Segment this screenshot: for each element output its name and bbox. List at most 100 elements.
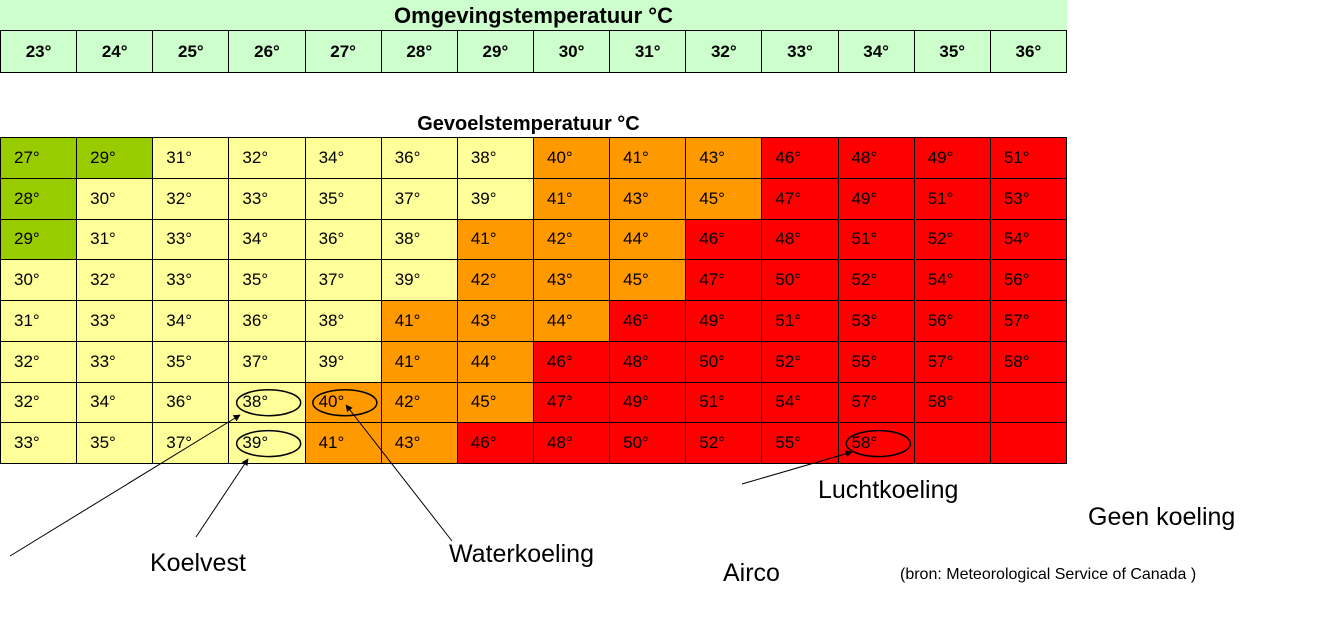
heatmap-cell: 41°	[380, 300, 458, 342]
heatmap-cell: 51°	[761, 300, 839, 342]
source-note: (bron: Meteorological Service of Canada …	[900, 566, 1197, 583]
heatmap-cell: 41°	[456, 218, 534, 261]
heatmap-cell: 36°	[152, 381, 230, 424]
heatmap-cell: 51°	[913, 177, 991, 220]
ambient-temp-cell: 30°	[532, 30, 611, 73]
ambient-temp-cell: 33°	[761, 30, 839, 73]
heatmap-cell: 48°	[609, 340, 687, 383]
heatmap-cell: 57°	[989, 300, 1068, 342]
heatmap-cell: 45°	[456, 381, 534, 424]
heatmap-cell: 46°	[685, 218, 763, 261]
heatmap-cell: 31°	[152, 137, 230, 179]
heatmap-cell: 49°	[837, 177, 915, 220]
heatmap-cell: 48°	[761, 218, 839, 261]
ambient-temp-cell: 25°	[152, 30, 230, 73]
heatmap-cell: 43°	[685, 137, 763, 179]
heatmap-cell: 57°	[913, 340, 991, 383]
heatmap-row: 32° 34° 36° 38° 40° 42° 45° 47° 49° 51° 54° 57° 58°	[0, 381, 1068, 424]
heatmap-cell: 53°	[837, 300, 915, 342]
heatmap-cell: 32°	[0, 340, 78, 383]
heatmap-cell: 28°	[0, 177, 78, 220]
heatmap-cell: 44°	[609, 218, 687, 261]
heatmap-cell: 36°	[304, 218, 382, 261]
heatmap-row: 33° 35° 37° 39° 41° 43° 46° 48° 50° 52° 55° 58°	[0, 422, 1068, 464]
label-geen-koeling: Geen koeling	[1088, 503, 1236, 531]
heatmap-cell: 47°	[761, 177, 839, 220]
heatmap-cell	[989, 381, 1068, 424]
heatmap-cell: 50°	[685, 340, 763, 383]
ambient-temp-cell: 31°	[609, 30, 687, 73]
label-koelvest: Koelvest	[150, 549, 246, 577]
heatmap-cell: 54°	[761, 381, 839, 424]
heatmap-cell: 32°	[152, 177, 230, 220]
heatmap-cell: 54°	[913, 259, 991, 301]
heatmap-cell: 29°	[76, 137, 154, 179]
heatmap-row: 31° 33° 34° 36° 38° 41° 43° 44° 46° 49° 51° 53° 56° 5…	[0, 300, 1068, 342]
heatmap-cell: 29°	[0, 218, 78, 261]
heatmap-cell: 58°	[989, 340, 1068, 383]
feels-like-heatmap: 27° 29° 31° 32° 34° 36° 38° 40° 41° 43° 46° 48° 49° 5…	[0, 137, 1068, 464]
heatmap-cell: 37°	[304, 259, 382, 301]
heatmap-cell: 37°	[152, 422, 230, 464]
heatmap-cell: 41°	[532, 177, 611, 220]
heatmap-cell: 33°	[152, 259, 230, 301]
heatmap-cell: 38°	[380, 218, 458, 261]
heatmap-cell: 50°	[761, 259, 839, 301]
heatmap-row: 28° 30° 32° 33° 35° 37° 39° 41° 43° 45° 47° 49° 51° 5…	[0, 177, 1068, 220]
ambient-temp-cell: 26°	[228, 30, 306, 73]
annotation-arrow	[195, 458, 249, 538]
heatmap-cell: 42°	[380, 381, 458, 424]
heatmap-cell: 49°	[685, 300, 763, 342]
heatmap-cell: 37°	[380, 177, 458, 220]
label-waterkoeling: Waterkoeling	[449, 540, 594, 568]
heatmap-cell: 34°	[304, 137, 382, 179]
heatmap-cell: 44°	[456, 340, 534, 383]
ambient-temp-cell: 34°	[837, 30, 915, 73]
heatmap-cell: 39°	[380, 259, 458, 301]
heatmap-row: 30° 32° 33° 35° 37° 39° 42° 43° 45° 47° 50° 52° 54° 5…	[0, 259, 1068, 301]
heatmap-cell: 43°	[456, 300, 534, 342]
heatmap-cell: 44°	[532, 300, 611, 342]
heatmap-cell: 45°	[609, 259, 687, 301]
heatmap-cell: 33°	[0, 422, 78, 464]
heatmap-cell: 38°	[456, 137, 534, 179]
heatmap-cell: 50°	[609, 422, 687, 464]
heatmap-cell: 34°	[228, 218, 306, 261]
heatmap-cell: 47°	[532, 381, 611, 424]
heatmap-cell: 56°	[913, 300, 991, 342]
heatmap-cell: 35°	[228, 259, 306, 301]
heatmap-cell: 36°	[380, 137, 458, 179]
heatmap-cell: 51°	[989, 137, 1068, 179]
heatmap-cell: 27°	[0, 137, 78, 179]
heatmap-cell: 34°	[152, 300, 230, 342]
heatmap-cell: 45°	[685, 177, 763, 220]
ambient-temp-cell: 27°	[304, 30, 382, 73]
heatmap-cell: 47°	[685, 259, 763, 301]
heatmap-cell: 32°	[0, 381, 78, 424]
heatmap-cell: 38°	[228, 381, 306, 424]
ambient-temperature-row: 23° 24° 25° 26° 27° 28° 29° 30° 31° 32° 33° 34° 35° 3…	[0, 30, 1068, 73]
heatmap-cell: 40°	[532, 137, 611, 179]
heatmap-cell: 49°	[609, 381, 687, 424]
heatmap-cell: 42°	[532, 218, 611, 261]
heatmap-cell: 30°	[76, 177, 154, 220]
heatmap-cell: 30°	[0, 259, 78, 301]
heatmap-cell: 37°	[228, 340, 306, 383]
heatmap-cell	[913, 422, 991, 464]
heatmap-cell: 33°	[76, 340, 154, 383]
heatmap-cell: 34°	[76, 381, 154, 424]
heatmap-cell: 52°	[761, 340, 839, 383]
heatmap-cell: 58°	[913, 381, 991, 424]
heatmap-cell: 55°	[837, 340, 915, 383]
heatmap-cell: 41°	[304, 422, 382, 464]
heatmap-cell: 52°	[837, 259, 915, 301]
heatmap-cell: 46°	[532, 340, 611, 383]
heatmap-cell: 41°	[609, 137, 687, 179]
label-airco: Airco	[723, 559, 780, 587]
heatmap-cell: 35°	[304, 177, 382, 220]
heatmap-cell: 36°	[228, 300, 306, 342]
heatmap-cell: 52°	[685, 422, 763, 464]
heatmap-cell: 33°	[76, 300, 154, 342]
ambient-temp-cell: 24°	[76, 30, 154, 73]
heatmap-cell: 57°	[837, 381, 915, 424]
